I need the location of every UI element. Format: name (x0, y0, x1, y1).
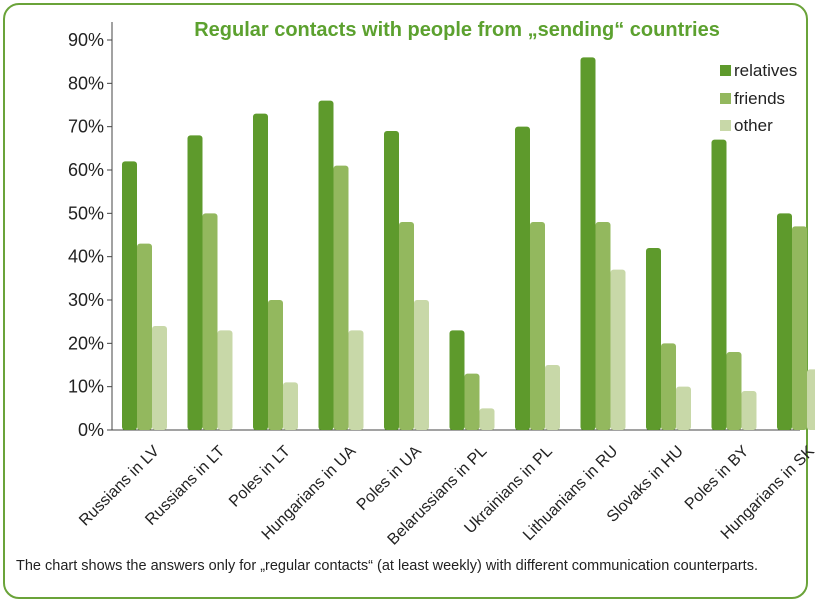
bar-relatives-7 (580, 57, 596, 430)
y-tick-label: 10% (68, 377, 104, 397)
bar-friends-9 (726, 352, 742, 430)
x-tick-label: Poles in BY (682, 443, 753, 514)
bar-relatives-5 (449, 330, 465, 430)
bar-relatives-0 (122, 161, 137, 431)
bar-other-10 (807, 369, 815, 430)
bar-other-0 (152, 326, 167, 430)
bar-other-2 (283, 382, 298, 430)
y-tick-label: 90% (68, 30, 104, 50)
bar-friends-5 (464, 373, 480, 430)
y-tick-label: 20% (68, 333, 104, 353)
bar-other-1 (217, 330, 233, 430)
bar-friends-10 (792, 226, 807, 430)
bar-relatives-8 (646, 248, 661, 430)
legend-swatch-other (720, 120, 731, 131)
chart-title: Regular contacts with people from „sendi… (194, 19, 720, 41)
bar-friends-8 (661, 343, 676, 430)
bar-relatives-2 (253, 113, 268, 431)
bar-relatives-6 (515, 126, 530, 431)
bar-relatives-3 (318, 100, 334, 431)
bar-friends-1 (202, 213, 218, 430)
y-tick-label: 70% (68, 117, 104, 137)
bar-other-3 (348, 330, 364, 430)
bar-other-8 (676, 386, 691, 430)
legend-swatch-friends (720, 93, 731, 104)
y-tick-label: 30% (68, 290, 104, 310)
legend-label-friends: friends (734, 89, 786, 108)
bar-relatives-9 (711, 139, 727, 430)
bar-relatives-1 (187, 135, 203, 431)
bar-other-6 (545, 365, 560, 430)
y-tick-label: 0% (78, 420, 104, 440)
legend-label-relatives: relatives (734, 61, 798, 80)
chart-caption: The chart shows the answers only for „re… (16, 558, 758, 574)
legend-swatch-relatives (720, 65, 731, 76)
bar-friends-2 (268, 300, 283, 430)
bar-friends-0 (137, 243, 152, 430)
y-tick-label: 80% (68, 73, 104, 93)
bar-friends-7 (595, 222, 611, 430)
bar-other-9 (741, 391, 757, 430)
bar-friends-6 (530, 222, 545, 430)
legend-item-other: other (720, 116, 773, 136)
bar-relatives-4 (384, 131, 399, 430)
legend-item-relatives: relatives (720, 61, 797, 81)
y-tick-label: 40% (68, 247, 104, 267)
bar-relatives-10 (777, 213, 792, 430)
bar-friends-3 (333, 165, 349, 430)
y-tick-label: 60% (68, 160, 104, 180)
y-tick-label: 50% (68, 203, 104, 223)
bar-other-5 (479, 408, 495, 430)
x-tick-label: Poles in UA (354, 443, 425, 514)
x-tick-label: Poles in LT (226, 443, 294, 511)
legend-label-other: other (734, 116, 773, 135)
legend-item-friends: friends (720, 89, 785, 109)
bar-friends-4 (399, 222, 414, 430)
bar-other-4 (414, 300, 429, 430)
bar-other-7 (610, 269, 626, 430)
